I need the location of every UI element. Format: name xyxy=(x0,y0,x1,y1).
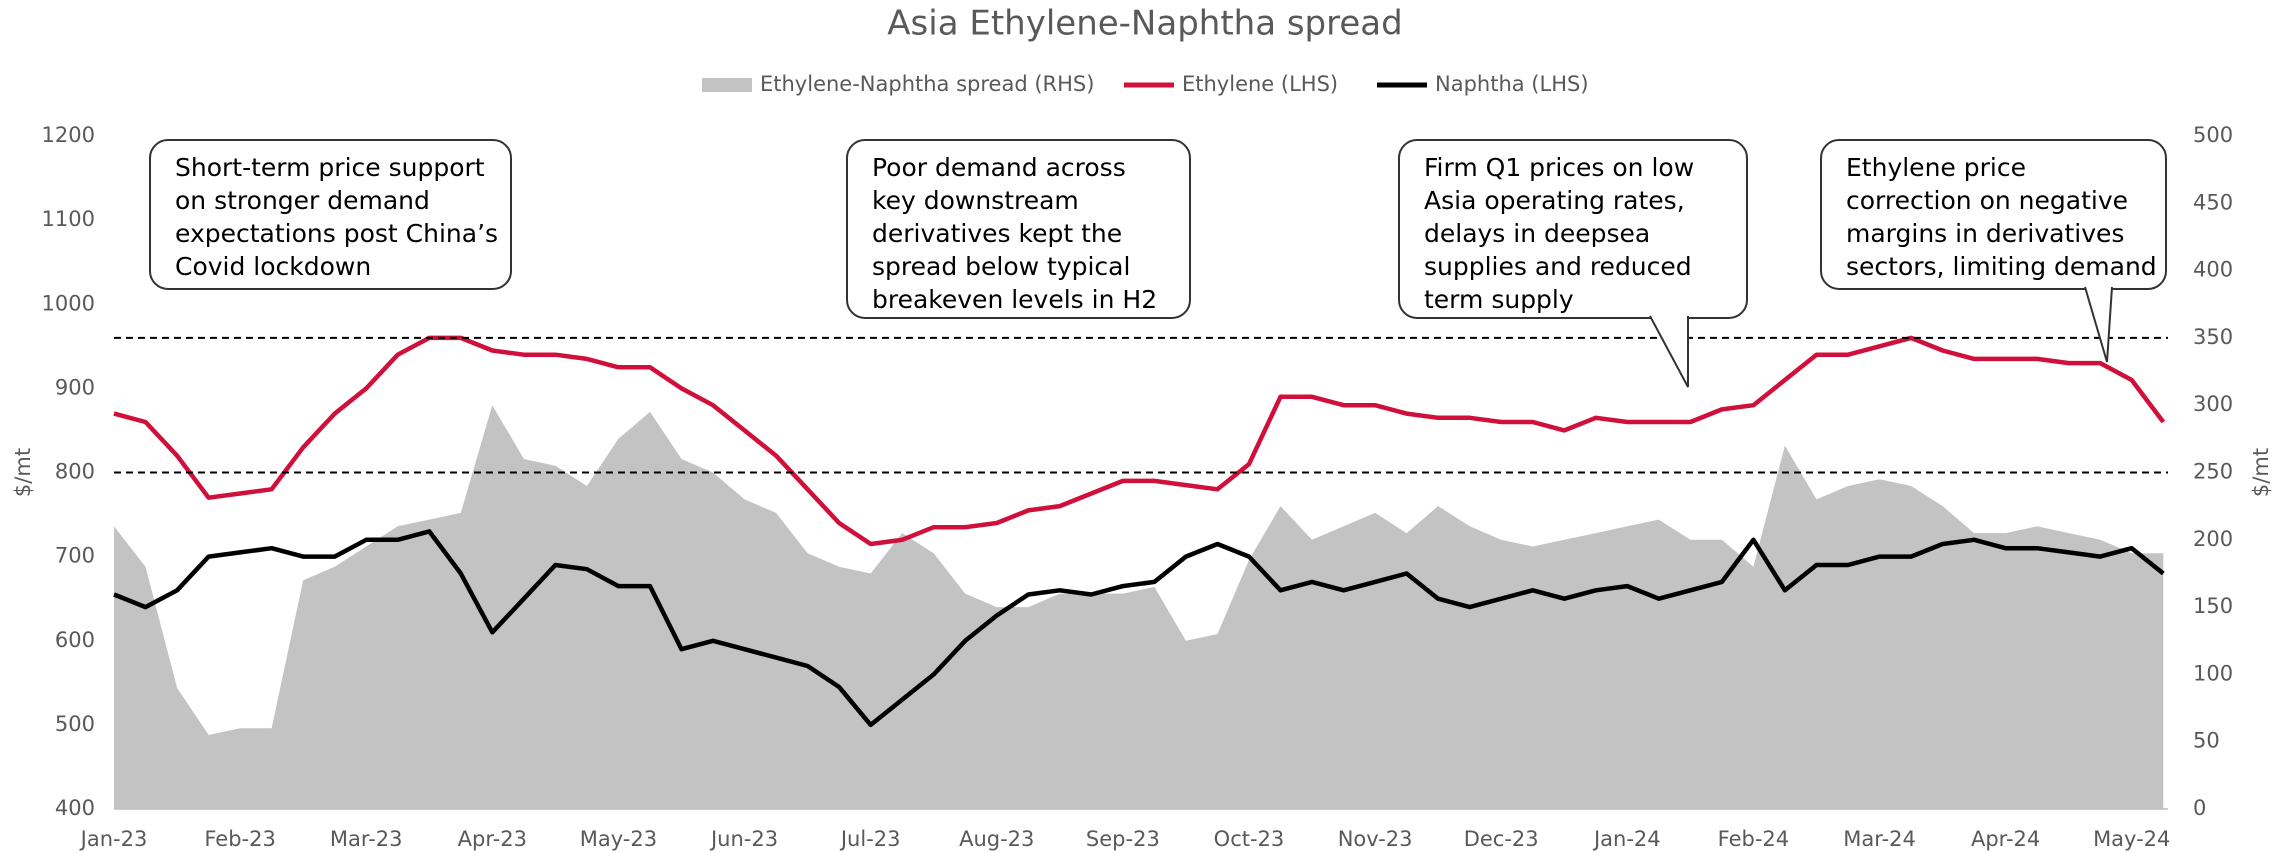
annotation-text: Short-term price support xyxy=(175,153,485,182)
y-tick-label: 500 xyxy=(55,712,95,736)
y2-tick-label: 200 xyxy=(2193,527,2233,551)
x-tick-label: Oct-23 xyxy=(1214,827,1285,851)
y2-tick-label: 500 xyxy=(2193,123,2233,147)
annotation-text: breakeven levels in H2 xyxy=(872,285,1157,314)
y2-tick-label: 350 xyxy=(2193,325,2233,349)
x-tick-label: Jun-23 xyxy=(709,827,778,851)
annotation-text: delays in deepsea xyxy=(1424,219,1650,248)
annotation: Ethylene price correction on negative marg… xyxy=(1820,139,2167,363)
annotation-box xyxy=(846,139,1191,319)
legend-label: Ethylene (LHS) xyxy=(1182,72,1338,96)
annotation-text: Asia operating rates, xyxy=(1424,186,1685,215)
annotation-text: correction on negative xyxy=(1846,186,2128,215)
annotation-text: derivatives kept the xyxy=(872,219,1122,248)
annotation-tail xyxy=(2084,286,2113,363)
x-tick-label: May-23 xyxy=(580,827,657,851)
annotation-box xyxy=(1820,139,2167,290)
spread-area xyxy=(114,405,2164,809)
annotation-text: Covid lockdown xyxy=(175,252,371,281)
annotation-text: on stronger demand xyxy=(175,186,430,215)
y2-axis-label: $/mt xyxy=(2249,448,2273,497)
x-tick-label: Jul-23 xyxy=(839,827,901,851)
annotation-text: sectors, limiting demand xyxy=(1846,252,2157,281)
annotation-text: Firm Q1 prices on low xyxy=(1424,153,1694,182)
annotation-box xyxy=(149,139,512,290)
x-tick-label: Nov-23 xyxy=(1338,827,1413,851)
x-tick-label: Feb-24 xyxy=(1718,827,1789,851)
annotation-text: key downstream xyxy=(872,186,1079,215)
annotation-text: Poor demand across xyxy=(872,153,1126,182)
x-tick-label: Dec-23 xyxy=(1464,827,1539,851)
y-tick-label: 400 xyxy=(55,796,95,820)
x-tick-label: Mar-23 xyxy=(330,827,403,851)
annotation-text: expectations post China’s xyxy=(175,219,498,248)
chart-title: Asia Ethylene-Naphtha spread xyxy=(887,4,1402,44)
x-tick-label: Apr-23 xyxy=(458,827,527,851)
x-tick-label: Feb-23 xyxy=(204,827,275,851)
annotation-text: Ethylene price xyxy=(1846,153,2026,182)
annotation-text: spread below typical xyxy=(872,252,1130,281)
x-tick-label: May-24 xyxy=(2093,827,2170,851)
legend-label: Naphtha (LHS) xyxy=(1435,72,1589,96)
x-tick-label: Apr-24 xyxy=(1971,827,2040,851)
annotation: Firm Q1 prices on low Asia operating rate… xyxy=(1398,139,1748,388)
annotation-text: supplies and reduced xyxy=(1424,252,1692,281)
annotation: Poor demand across key downstream derivati… xyxy=(846,139,1191,319)
x-tick-label: Sep-23 xyxy=(1086,827,1160,851)
annotation: Short-term price support on stronger dema… xyxy=(149,139,512,290)
annotation-tail xyxy=(1649,315,1689,388)
series-line xyxy=(113,529,2165,728)
y2-tick-label: 250 xyxy=(2193,460,2233,484)
x-tick-label: Jan-23 xyxy=(79,827,148,851)
y-tick-label: 800 xyxy=(55,460,95,484)
y-tick-label: 1200 xyxy=(42,123,95,147)
y-tick-label: 1000 xyxy=(42,291,95,315)
y-tick-label: 700 xyxy=(55,544,95,568)
legend-label: Ethylene-Naphtha spread (RHS) xyxy=(760,72,1094,96)
x-tick-label: Jan-24 xyxy=(1592,827,1661,851)
y-axis-label: $/mt xyxy=(11,448,35,497)
x-tick-label: Mar-24 xyxy=(1843,827,1916,851)
y-tick-label: 600 xyxy=(55,628,95,652)
annotation-box xyxy=(1398,139,1748,319)
y2-tick-label: 100 xyxy=(2193,661,2233,685)
legend-swatch xyxy=(702,78,752,92)
y-tick-label: 900 xyxy=(55,375,95,399)
y2-tick-label: 50 xyxy=(2193,729,2220,753)
y2-tick-label: 300 xyxy=(2193,392,2233,416)
annotation-text: margins in derivatives xyxy=(1846,219,2124,248)
y2-tick-label: 450 xyxy=(2193,190,2233,214)
annotation-text: term supply xyxy=(1424,285,1574,314)
x-tick-label: Aug-23 xyxy=(959,827,1034,851)
y2-tick-label: 0 xyxy=(2193,796,2206,820)
y-tick-label: 1100 xyxy=(42,207,95,231)
y2-tick-label: 400 xyxy=(2193,258,2233,282)
y2-tick-label: 150 xyxy=(2193,594,2233,618)
